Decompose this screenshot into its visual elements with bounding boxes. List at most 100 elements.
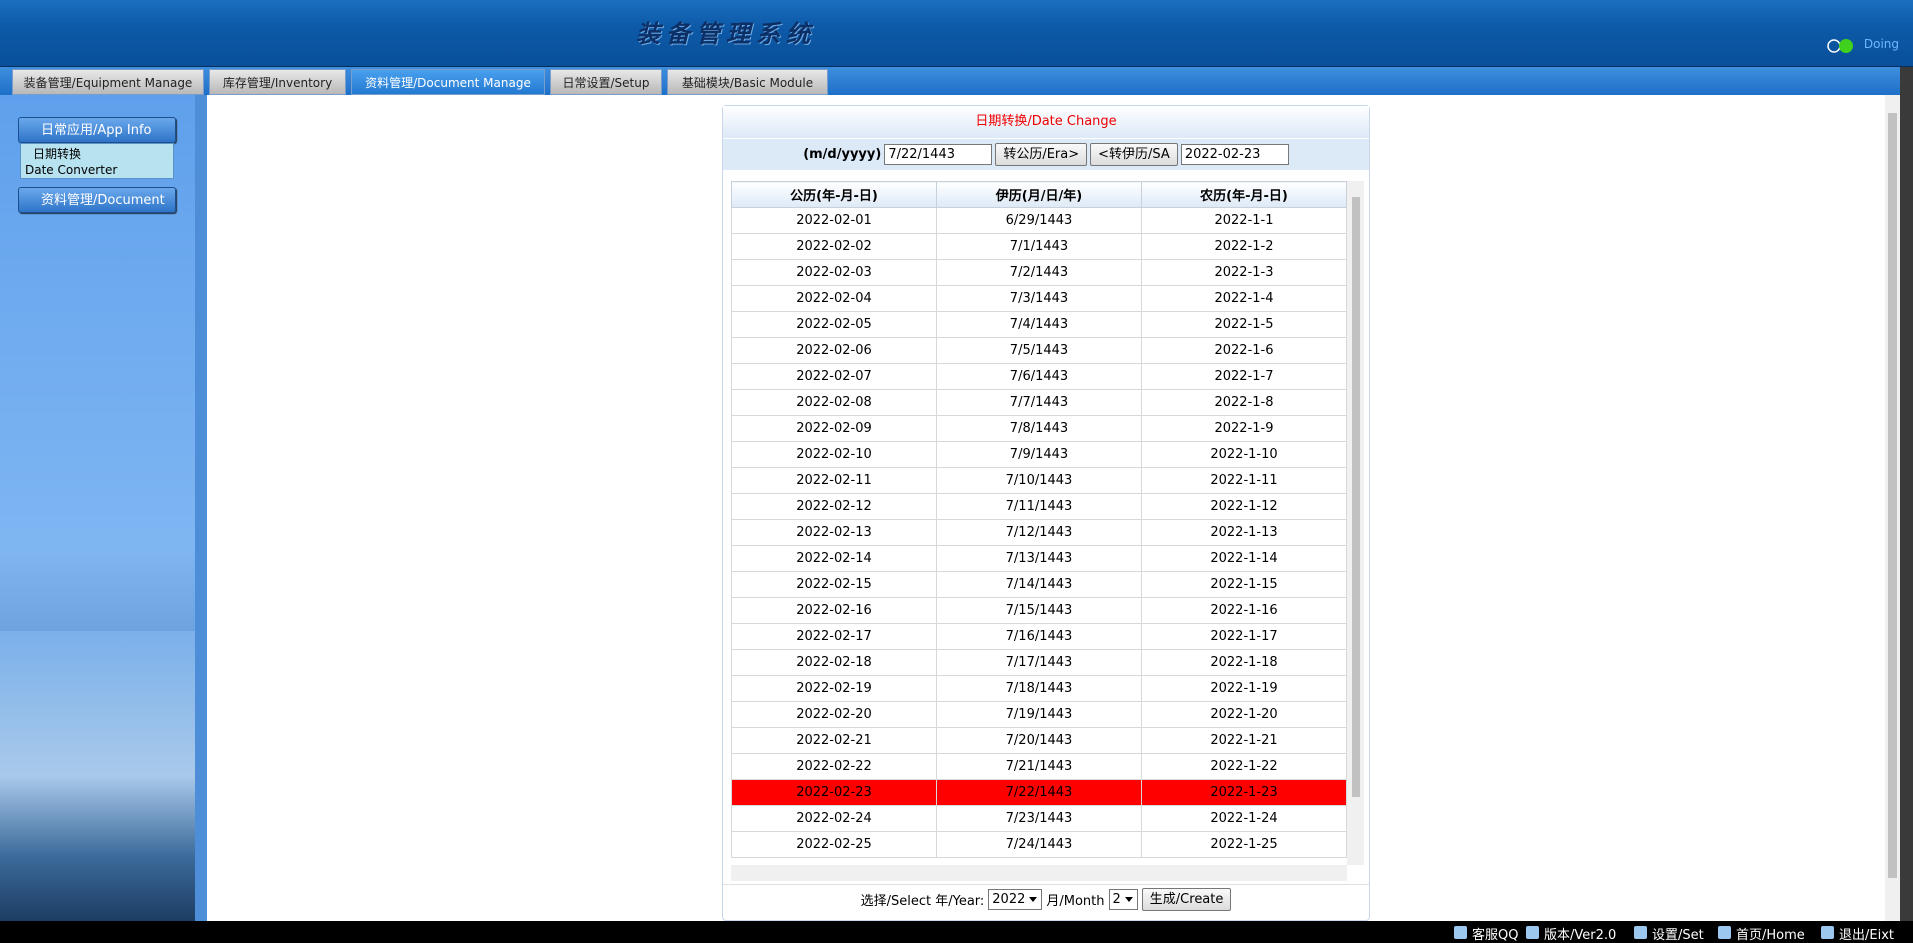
table-cell: 7/16/1443 — [936, 623, 1142, 650]
date-table: 公历(年-月-日) 伊历(月/日/年) 农历(年-月-日) 2022-02-01 6/2… — [731, 181, 1347, 858]
table-cell: 7/6/1443 — [936, 363, 1142, 390]
date-panel: 日期转换/Date Change (m/d/yyyy) 7/22/1443 转公… — [722, 105, 1370, 921]
table-cell: 7/10/1443 — [936, 467, 1142, 494]
status-item[interactable]: 客服QQ — [1454, 924, 1518, 943]
table-cell: 2022-1-17 — [1141, 623, 1347, 650]
menu-group[interactable]: 资料管理/Document — [18, 187, 176, 213]
table-row: 2022-02-16 7/15/1443 2022-1-16 — [731, 597, 1347, 624]
table-cell: 2022-02-08 — [731, 389, 937, 416]
table-cell: 7/4/1443 — [936, 311, 1142, 338]
table-cell: 2022-02-15 — [731, 571, 937, 598]
status-item[interactable]: 设置/Set — [1634, 924, 1704, 943]
converter-row: (m/d/yyyy) 7/22/1443 转公历/Era> <转伊历/SA 20… — [723, 138, 1369, 170]
table-row: 2022-02-15 7/14/1443 2022-1-15 — [731, 571, 1347, 598]
year-select[interactable]: 2022 — [988, 889, 1043, 910]
table-cell: 7/19/1443 — [936, 701, 1142, 728]
table-cell: 2022-02-20 — [731, 701, 937, 728]
table-row: 2022-02-08 7/7/1443 2022-1-8 — [731, 389, 1347, 416]
status-text: Doing — [1863, 37, 1899, 51]
table-cell: 2022-02-10 — [731, 441, 937, 468]
table-cell: 2022-1-21 — [1141, 727, 1347, 754]
tab[interactable]: 装备管理/Equipment Manage — [12, 69, 204, 95]
generate-row: 选择/Select 年/Year: 2022 月/Month 2 生成/Crea… — [723, 884, 1369, 914]
table-cell: 7/14/1443 — [936, 571, 1142, 598]
table-cell: 7/3/1443 — [936, 285, 1142, 312]
table-cell: 2022-02-24 — [731, 805, 937, 832]
table-cell: 2022-1-4 — [1141, 285, 1347, 312]
table-cell: 2022-02-02 — [731, 233, 937, 260]
table-cell: 2022-1-15 — [1141, 571, 1347, 598]
sidebar: 日常应用/App Info 日期转换 Date Converter 资料管理/Do… — [0, 95, 195, 921]
table-cell: 2022-02-21 — [731, 727, 937, 754]
table-row: 2022-02-18 7/17/1443 2022-1-18 — [731, 649, 1347, 676]
table-row: 2022-02-12 7/11/1443 2022-1-12 — [731, 493, 1347, 520]
table-row: 2022-02-04 7/3/1443 2022-1-4 — [731, 285, 1347, 312]
table-cell: 2022-02-09 — [731, 415, 937, 442]
menu-group[interactable]: 日常应用/App Info — [18, 117, 176, 143]
table-row: 2022-02-02 7/1/1443 2022-1-2 — [731, 233, 1347, 260]
table-cell: 2022-02-23 — [731, 779, 937, 806]
header: 装备管理系统 Doing — [0, 0, 1913, 67]
table-cell: 2022-02-25 — [731, 831, 937, 858]
table-cell: 2022-1-8 — [1141, 389, 1347, 416]
table-cell: 2022-02-14 — [731, 545, 937, 572]
column-header: 农历(年-月-日) — [1141, 181, 1347, 208]
table-cell: 7/8/1443 — [936, 415, 1142, 442]
status-label: 设置/Set — [1652, 928, 1704, 943]
table-row: 2022-02-06 7/5/1443 2022-1-6 — [731, 337, 1347, 364]
panel-title: 日期转换/Date Change — [723, 106, 1369, 138]
tab-bar: 装备管理/Equipment Manage 库存管理/Inventory 资料管… — [0, 67, 1900, 95]
table-cell: 2022-02-13 — [731, 519, 937, 546]
table-cell: 2022-02-06 — [731, 337, 937, 364]
table-cell: 2022-02-07 — [731, 363, 937, 390]
sidebar-image — [0, 631, 195, 921]
table-cell: 7/21/1443 — [936, 753, 1142, 780]
status-item[interactable]: 版本/Ver2.0 — [1526, 924, 1616, 943]
status-item[interactable]: 退出/Eixt — [1821, 924, 1894, 943]
to-era-button[interactable]: 转公历/Era> — [995, 143, 1088, 166]
status-icon — [1827, 39, 1853, 53]
table-cell: 2022-1-3 — [1141, 259, 1347, 286]
table-cell: 7/13/1443 — [936, 545, 1142, 572]
table-cell: 7/5/1443 — [936, 337, 1142, 364]
table-cell: 2022-1-16 — [1141, 597, 1347, 624]
create-button[interactable]: 生成/Create — [1141, 888, 1232, 911]
menu-item-label: Date Converter — [25, 163, 118, 177]
column-header: 伊历(月/日/年) — [936, 181, 1142, 208]
table-cell: 2022-02-18 — [731, 649, 937, 676]
month-label: 月/Month — [1046, 894, 1105, 909]
tab[interactable]: 基础模块/Basic Module — [667, 69, 828, 95]
table-row: 2022-02-09 7/8/1443 2022-1-9 — [731, 415, 1347, 442]
table-scrollbar[interactable] — [1347, 181, 1364, 865]
table-cell: 7/1/1443 — [936, 233, 1142, 260]
table-cell: 7/12/1443 — [936, 519, 1142, 546]
month-select[interactable]: 2 — [1108, 889, 1138, 910]
table-hscrollbar[interactable] — [731, 865, 1347, 881]
table-row: 2022-02-24 7/23/1443 2022-1-24 — [731, 805, 1347, 832]
tab[interactable]: 日常设置/Setup — [550, 69, 662, 95]
table-cell: 2022-1-7 — [1141, 363, 1347, 390]
table-cell: 7/7/1443 — [936, 389, 1142, 416]
splitter[interactable] — [195, 95, 207, 921]
menu-item[interactable]: 日期转换 Date Converter — [20, 143, 174, 179]
islamic-input[interactable]: 7/22/1443 — [884, 144, 993, 165]
status-item[interactable]: 首页/Home — [1718, 924, 1805, 943]
table-cell: 7/23/1443 — [936, 805, 1142, 832]
table-cell: 2022-02-04 — [731, 285, 937, 312]
system-title: 装备管理系统 — [636, 20, 816, 48]
table-row: 2022-02-21 7/20/1443 2022-1-21 — [731, 727, 1347, 754]
table-cell: 7/17/1443 — [936, 649, 1142, 676]
table-cell: 2022-1-22 — [1141, 753, 1347, 780]
table-cell: 2022-1-9 — [1141, 415, 1347, 442]
table-row: 2022-02-13 7/12/1443 2022-1-13 — [731, 519, 1347, 546]
era-input[interactable]: 2022-02-23 — [1180, 144, 1289, 165]
status-label: 版本/Ver2.0 — [1544, 928, 1617, 943]
to-sa-button[interactable]: <转伊历/SA — [1090, 143, 1178, 166]
table-row: 2022-02-10 7/9/1443 2022-1-10 — [731, 441, 1347, 468]
tab[interactable]: 库存管理/Inventory — [209, 69, 346, 95]
table-row: 2022-02-05 7/4/1443 2022-1-5 — [731, 311, 1347, 338]
scrollbar[interactable] — [1885, 95, 1900, 921]
tab[interactable]: 资料管理/Document Manage — [351, 69, 545, 95]
select-label: 选择/Select 年/Year: — [860, 894, 985, 909]
